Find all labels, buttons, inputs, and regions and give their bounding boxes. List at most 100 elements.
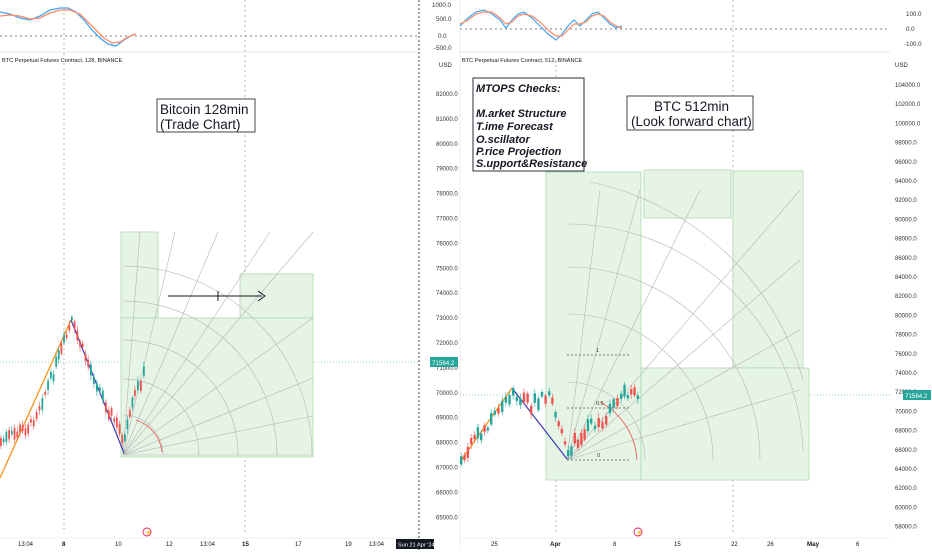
left-time-tick-2: 10 bbox=[115, 542, 122, 548]
candle-body bbox=[486, 427, 490, 431]
right-symbol-header[interactable]: BTC Perpetual Futures Contract, 512, BIN… bbox=[462, 58, 583, 64]
right-price-tick: 94000.0 bbox=[895, 179, 917, 185]
osc-tick-0: 0.0 bbox=[438, 33, 447, 40]
candle-body bbox=[113, 418, 116, 422]
candle-body bbox=[563, 441, 567, 445]
r-time-tick-4: 22 bbox=[731, 542, 738, 548]
right-chart-panel[interactable]: 100.0 0.0 -100.0 BTC Perpetual Futures C… bbox=[459, 0, 931, 548]
candle-body bbox=[108, 410, 110, 420]
candle-body bbox=[597, 417, 600, 428]
candle-body bbox=[576, 439, 580, 448]
right-price-tick: 70000.0 bbox=[895, 409, 917, 415]
left-time-tick-8: 13:04 bbox=[369, 542, 385, 548]
osc-tick-neg500: -500.0 bbox=[434, 45, 452, 52]
candle-body bbox=[537, 398, 540, 411]
mtops-checks-box[interactable] bbox=[472, 77, 585, 172]
candle-body bbox=[24, 428, 27, 436]
left-price-tag-bg bbox=[430, 357, 458, 367]
candle-body bbox=[57, 350, 60, 360]
osc-blue-line bbox=[0, 7, 135, 47]
right-price-tick: 104000.0 bbox=[895, 83, 921, 89]
left-chart-panel[interactable]: 1000.0 500.0 0.0 -500.0 BTC Perpetual Fu… bbox=[0, 0, 458, 549]
left-price-tick: 66000.0 bbox=[436, 490, 458, 496]
candle-body bbox=[601, 421, 604, 429]
right-currency-label: USD bbox=[895, 63, 908, 69]
candle-body bbox=[608, 403, 612, 414]
candle-body bbox=[79, 341, 81, 347]
left-time-tick-1: 8 bbox=[62, 541, 66, 548]
left-price-axis[interactable]: 82000.0 81000.0 80000.0 79000.0 78000.0 77000… bbox=[436, 92, 458, 521]
r-fib-label-0: 0 bbox=[597, 453, 600, 459]
right-annotation-box[interactable] bbox=[626, 95, 754, 131]
candle-body bbox=[50, 371, 52, 379]
candle-body bbox=[41, 398, 44, 410]
candle-body bbox=[583, 429, 586, 440]
candle-body bbox=[512, 388, 515, 396]
left-flash-icon[interactable] bbox=[142, 527, 152, 537]
candle-body bbox=[71, 317, 73, 321]
left-annotation-line1: Bitcoin 128min bbox=[160, 102, 249, 117]
candle-body bbox=[515, 396, 518, 402]
candle-body bbox=[570, 446, 573, 456]
right-price-tick: 102000.0 bbox=[895, 102, 921, 108]
right-flash-glyph: ⚡ bbox=[636, 530, 643, 537]
candle-body bbox=[143, 366, 145, 376]
left-price-tick: 65000.0 bbox=[436, 515, 458, 521]
candle-body bbox=[21, 425, 24, 432]
r-time-tick-7: 6 bbox=[856, 542, 860, 548]
left-flash-glyph: ⚡ bbox=[145, 530, 152, 537]
left-crosshair-label: Sun 21 Apr '24 bbox=[398, 543, 435, 549]
candle-body bbox=[55, 356, 58, 367]
candle-body bbox=[497, 408, 500, 414]
right-price-tick: 98000.0 bbox=[895, 141, 917, 147]
candle-body bbox=[573, 432, 576, 444]
right-price-tick: 58000.0 bbox=[895, 525, 917, 531]
left-arrow-head bbox=[257, 290, 266, 302]
r-box-top bbox=[643, 169, 732, 219]
candle-body bbox=[473, 434, 476, 440]
osc-tick-500: 500.0 bbox=[436, 16, 452, 23]
left-time-tick-3: 12 bbox=[166, 542, 173, 548]
right-price-axis[interactable]: 104000.0 102000.0 100000.0 98000.0 96000.0 94… bbox=[895, 83, 921, 531]
right-price-tag: 71564.2 bbox=[905, 393, 928, 400]
left-annotation-box[interactable] bbox=[156, 98, 256, 133]
candle-body bbox=[5, 431, 8, 442]
left-box-1 bbox=[120, 231, 159, 319]
candle-body bbox=[10, 430, 13, 435]
candle-body bbox=[612, 399, 615, 408]
left-price-tick: 67000.0 bbox=[436, 466, 458, 472]
candle-body bbox=[540, 391, 544, 397]
right-price-tick: 78000.0 bbox=[895, 333, 917, 339]
candle-body bbox=[530, 405, 533, 414]
left-price-tag: 71564.2 bbox=[432, 360, 455, 367]
right-price-tick: 74000.0 bbox=[895, 371, 917, 377]
candle-body bbox=[13, 427, 16, 440]
left-red-arc bbox=[135, 419, 163, 453]
candle-body bbox=[470, 437, 473, 444]
candle-body bbox=[16, 431, 19, 438]
candle-body bbox=[590, 418, 593, 424]
left-crosshair-label-bg bbox=[396, 539, 434, 549]
candle-body bbox=[140, 380, 142, 392]
mtops-line-price: P.rice Projection bbox=[476, 146, 562, 158]
candle-body bbox=[551, 397, 554, 404]
candle-body bbox=[60, 343, 63, 354]
candle-body bbox=[620, 393, 623, 399]
left-gann-fan bbox=[122, 231, 314, 456]
candle-body bbox=[68, 325, 71, 331]
r-time-tick-5: 26 bbox=[767, 542, 774, 548]
right-flash-icon[interactable] bbox=[633, 527, 643, 537]
left-price-tick: 74000.0 bbox=[436, 291, 458, 297]
mtops-line-time: T.ime Forecast bbox=[476, 121, 554, 133]
candle-body bbox=[493, 410, 497, 415]
left-symbol-header[interactable]: BTC Perpetual Futures Contract, 128, BIN… bbox=[2, 58, 123, 64]
candle-body bbox=[102, 390, 104, 401]
candle-body bbox=[32, 420, 35, 427]
left-price-tick: 75000.0 bbox=[436, 266, 458, 272]
candle-body bbox=[134, 389, 136, 396]
candle-body bbox=[476, 427, 480, 439]
candle-body bbox=[131, 397, 134, 408]
left-time-tick-7: 19 bbox=[345, 542, 352, 548]
left-annotation-line2: (Trade Chart) bbox=[160, 117, 241, 132]
candle-body bbox=[63, 335, 65, 343]
